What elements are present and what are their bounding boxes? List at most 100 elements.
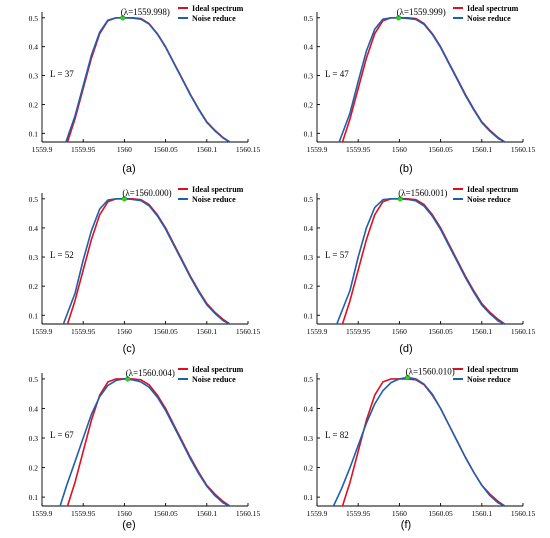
y-tick-label: 0.1 bbox=[29, 129, 39, 138]
legend-label: Noise reduce bbox=[192, 375, 236, 384]
y-tick-label: 0.2 bbox=[304, 282, 314, 291]
y-tick-label: 0.1 bbox=[29, 311, 39, 320]
series-line-ideal bbox=[341, 16, 506, 143]
y-tick-label: 0.1 bbox=[304, 311, 314, 320]
chart-panel-d: 1559.9 1559.95 1560 1560.05 1560.1 1560.15 0.1… bbox=[304, 185, 536, 355]
legend-label: Ideal spectrum bbox=[192, 365, 244, 374]
x-tick-label: 1560.05 bbox=[153, 145, 178, 154]
x-tick-label: 1560 bbox=[392, 327, 407, 336]
y-tick-label: 0.5 bbox=[29, 195, 39, 204]
legend-label: Ideal spectrum bbox=[192, 4, 244, 13]
y-tick-label: 0.5 bbox=[304, 195, 314, 204]
x-tick-label: 1560.05 bbox=[153, 509, 178, 518]
peak-marker bbox=[397, 196, 403, 202]
x-tick-label: 1560 bbox=[117, 327, 132, 336]
y-tick-label: 0.2 bbox=[29, 282, 39, 291]
x-tick-label: 1560 bbox=[117, 509, 132, 518]
peak-marker bbox=[121, 196, 128, 202]
y-tick-label: 0.4 bbox=[304, 43, 314, 52]
legend-label: Noise reduce bbox=[467, 195, 511, 204]
panel-label: (d) bbox=[399, 343, 412, 355]
l-annotation: L = 47 bbox=[325, 69, 349, 79]
chart-panel-b: 1559.9 1559.95 1560 1560.05 1560.1 1560.15 0.1… bbox=[304, 4, 536, 175]
l-annotation: L = 37 bbox=[50, 69, 74, 79]
y-tick-label: 0.2 bbox=[304, 100, 314, 109]
y-tick-label: 0.4 bbox=[304, 404, 314, 413]
x-tick-label: 1559.9 bbox=[32, 509, 53, 518]
series-line-ideal bbox=[66, 378, 231, 507]
x-tick-label: 1560.15 bbox=[236, 145, 261, 154]
series-line-ideal bbox=[341, 378, 506, 507]
legend-label: Noise reduce bbox=[192, 195, 236, 204]
y-tick-label: 0.5 bbox=[29, 375, 39, 384]
legend-label: Ideal spectrum bbox=[192, 185, 244, 194]
x-tick-label: 1559.9 bbox=[307, 509, 328, 518]
y-tick-label: 0.1 bbox=[29, 493, 39, 502]
y-tick-label: 0.1 bbox=[304, 129, 314, 138]
legend-label: Noise reduce bbox=[192, 14, 236, 23]
series-line-noise bbox=[59, 378, 231, 507]
peak-marker bbox=[395, 15, 402, 21]
x-tick-label: 1560.05 bbox=[428, 509, 453, 518]
y-tick-label: 0.3 bbox=[29, 72, 39, 81]
chart-panel-a: 1559.9 1559.95 1560 1560.05 1560.1 1560.15 0.1… bbox=[29, 4, 261, 175]
x-tick-label: 1560.1 bbox=[471, 145, 492, 154]
panel-label: (e) bbox=[122, 519, 135, 531]
y-tick-label: 0.3 bbox=[304, 253, 314, 262]
y-tick-label: 0.5 bbox=[304, 14, 314, 23]
panel-label: (a) bbox=[122, 163, 135, 175]
peak-label: (λ=1560.004) bbox=[126, 368, 175, 378]
series-line-noise bbox=[335, 198, 506, 325]
legend-label: Ideal spectrum bbox=[467, 4, 519, 13]
x-tick-label: 1560.05 bbox=[428, 145, 453, 154]
panel-label: (c) bbox=[123, 343, 136, 355]
x-tick-label: 1560.1 bbox=[196, 145, 217, 154]
peak-marker bbox=[120, 15, 126, 21]
l-annotation: L = 82 bbox=[325, 430, 349, 440]
x-tick-label: 1560.15 bbox=[511, 327, 536, 336]
x-tick-label: 1559.95 bbox=[346, 509, 371, 518]
legend-label: Noise reduce bbox=[467, 375, 511, 384]
y-tick-label: 0.5 bbox=[29, 14, 39, 23]
series-line-noise bbox=[338, 16, 506, 143]
x-tick-label: 1560.1 bbox=[196, 327, 217, 336]
x-tick-label: 1559.9 bbox=[32, 327, 53, 336]
y-tick-label: 0.5 bbox=[304, 375, 314, 384]
y-tick-label: 0.4 bbox=[29, 224, 39, 233]
y-tick-label: 0.2 bbox=[304, 464, 314, 473]
peak-label: (λ=1559.998) bbox=[121, 7, 170, 17]
y-tick-label: 0.3 bbox=[29, 253, 39, 262]
series-line-ideal bbox=[341, 198, 506, 325]
x-tick-label: 1560.05 bbox=[428, 327, 453, 336]
panel-label: (f) bbox=[401, 519, 411, 531]
x-tick-label: 1560.15 bbox=[236, 327, 261, 336]
legend-label: Ideal spectrum bbox=[467, 365, 519, 374]
legend-label: Noise reduce bbox=[467, 14, 511, 23]
x-tick-label: 1559.95 bbox=[71, 327, 96, 336]
peak-label: (λ=1560.001) bbox=[398, 188, 447, 198]
x-tick-label: 1559.9 bbox=[307, 327, 328, 336]
x-tick-label: 1560 bbox=[392, 509, 407, 518]
y-tick-label: 0.2 bbox=[29, 464, 39, 473]
l-annotation: L = 67 bbox=[50, 430, 74, 440]
x-tick-label: 1559.9 bbox=[32, 145, 53, 154]
x-tick-label: 1560 bbox=[392, 145, 407, 154]
series-line-ideal bbox=[66, 198, 231, 325]
chart-panel-c: 1559.9 1559.95 1560 1560.05 1560.1 1560.15 0.1… bbox=[29, 185, 261, 355]
x-tick-label: 1560.15 bbox=[236, 509, 261, 518]
series-line-noise bbox=[65, 16, 231, 143]
peak-label: (λ=1560.010) bbox=[406, 366, 455, 376]
chart-panel-e: 1559.9 1559.95 1560 1560.05 1560.1 1560.15 0.1… bbox=[29, 365, 261, 531]
x-tick-label: 1559.95 bbox=[346, 145, 371, 154]
peak-label: (λ=1560.000) bbox=[122, 188, 171, 198]
y-tick-label: 0.3 bbox=[304, 72, 314, 81]
x-tick-label: 1559.95 bbox=[71, 509, 96, 518]
x-tick-label: 1560.1 bbox=[471, 509, 492, 518]
l-annotation: L = 52 bbox=[50, 250, 74, 260]
l-annotation: L = 57 bbox=[325, 250, 349, 260]
x-tick-label: 1560.1 bbox=[196, 509, 217, 518]
series-line-ideal bbox=[66, 16, 231, 143]
y-tick-label: 0.3 bbox=[304, 434, 314, 443]
x-tick-label: 1560.05 bbox=[153, 327, 178, 336]
